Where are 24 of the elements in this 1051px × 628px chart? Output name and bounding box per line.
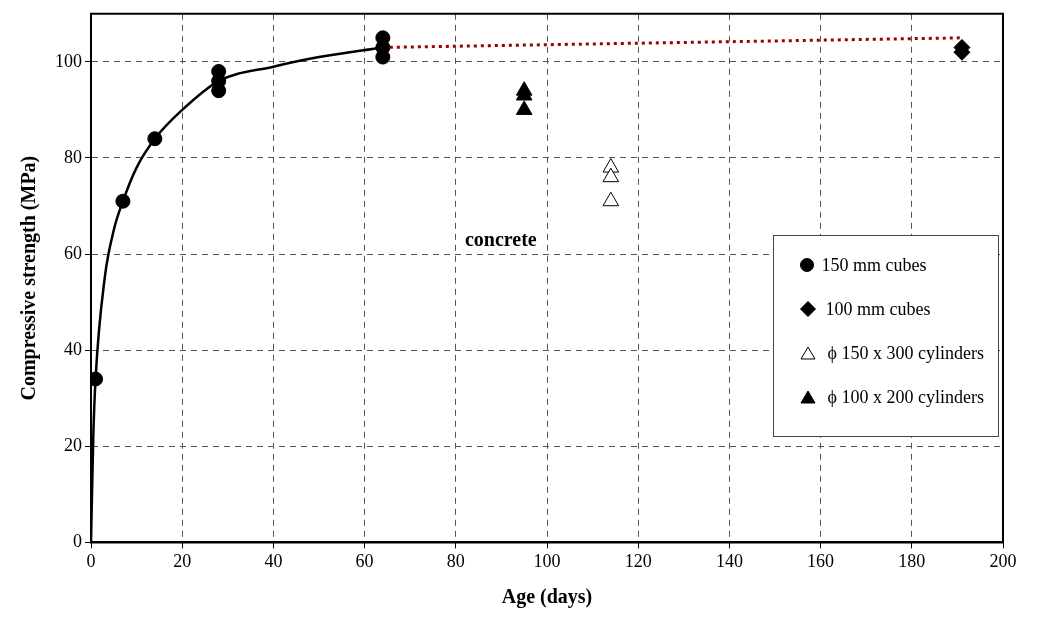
- y-axis-title: Compressive strength (MPa): [17, 155, 41, 401]
- y-tick-label: 40: [64, 338, 82, 359]
- x-tick-label: 20: [173, 550, 192, 571]
- x-tick-label: 120: [624, 550, 652, 571]
- y-tick-label: 0: [73, 531, 82, 552]
- x-tick-label: 40: [264, 550, 283, 571]
- x-tick-label: 100: [533, 550, 561, 571]
- legend-label: 150 mm cubes: [821, 254, 927, 276]
- y-tick-label: 20: [64, 435, 82, 456]
- x-axis-title: Age (days): [501, 585, 593, 609]
- y-tick-label: 60: [64, 242, 82, 263]
- x-tick-label: 0: [86, 550, 96, 571]
- legend-label: ϕ 150 x 300 cylinders: [827, 342, 984, 364]
- x-tick-label: 60: [355, 550, 374, 571]
- x-tick-label: 140: [715, 550, 743, 571]
- x-tick-label: 160: [807, 550, 835, 571]
- y-tick-label: 100: [55, 50, 82, 71]
- legend-label: 100 mm cubes: [825, 298, 931, 320]
- x-tick-label: 200: [989, 550, 1017, 571]
- annotation: concrete: [464, 228, 537, 251]
- y-tick-label: 80: [64, 146, 82, 167]
- legend-label: ϕ 100 x 200 cylinders: [827, 386, 984, 408]
- x-tick-label: 180: [898, 550, 926, 571]
- x-tick-label: 80: [446, 550, 465, 571]
